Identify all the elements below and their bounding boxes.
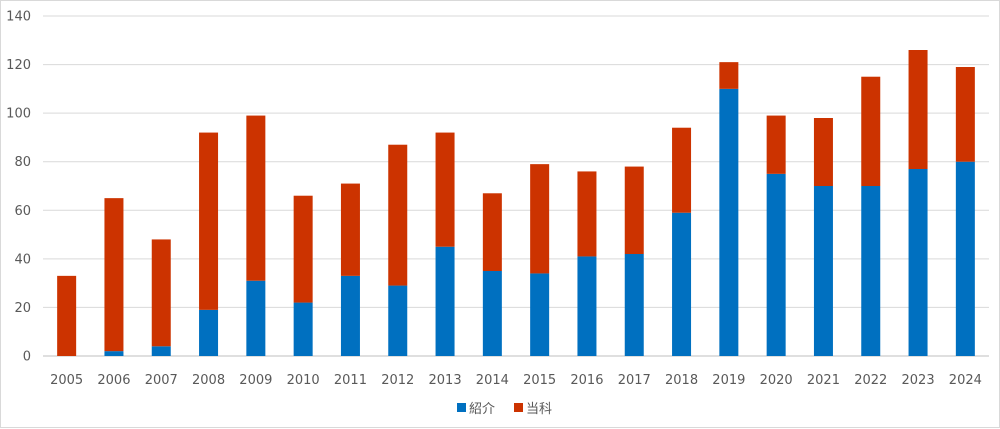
x-axis: 2005 2006 2007 2008 2009 2010 2011 2012 2013 2014…	[50, 373, 982, 388]
bar-own-2009	[246, 115, 266, 281]
x-tick-label: 2016	[570, 373, 603, 388]
bar-referral-2009	[246, 280, 266, 356]
y-axis: 0 20 40 60 80 100 120 140	[6, 10, 31, 365]
bar-referral-2019	[719, 88, 739, 356]
bar-referral-2012	[388, 285, 408, 356]
legend-label-referral: 紹介	[469, 402, 495, 417]
y-tick-label: 40	[14, 252, 31, 267]
x-tick-label: 2024	[949, 373, 982, 388]
bar-referral-2021	[813, 186, 833, 356]
bar-own-2024	[955, 67, 975, 162]
bar-own-2012	[388, 144, 408, 286]
bar-own-2015	[530, 164, 550, 274]
bar-own-2018	[672, 127, 692, 213]
bar-referral-2013	[435, 246, 455, 356]
bar-own-2010	[293, 195, 313, 303]
legend-swatch-own	[514, 403, 523, 412]
x-tick-label: 2010	[287, 373, 320, 388]
bar-own-2008	[199, 132, 219, 310]
y-tick-label: 140	[6, 10, 31, 25]
bar-own-2011	[340, 183, 360, 276]
bar-own-2016	[577, 171, 597, 257]
y-tick-label: 0	[23, 350, 31, 365]
legend-label-own: 当科	[526, 402, 552, 417]
bar-referral-2007	[151, 346, 171, 356]
bar-referral-2018	[672, 212, 692, 356]
gridlines	[43, 15, 989, 357]
bar-own-2021	[813, 118, 833, 186]
bar-own-2019	[719, 62, 739, 89]
x-tick-label: 2015	[523, 373, 556, 388]
bar-own-2005	[57, 275, 77, 356]
bar-referral-2010	[293, 302, 313, 356]
x-tick-label: 2014	[476, 373, 509, 388]
bar-own-2006	[104, 198, 124, 352]
bar-referral-2011	[340, 275, 360, 356]
bar-referral-2015	[530, 273, 550, 356]
x-tick-label: 2022	[854, 373, 887, 388]
x-tick-label: 2019	[712, 373, 745, 388]
bar-own-2017	[624, 166, 644, 254]
x-tick-label: 2013	[429, 373, 462, 388]
bar-own-2007	[151, 239, 171, 347]
x-tick-label: 2007	[145, 373, 178, 388]
y-tick-label: 20	[14, 301, 31, 316]
bar-referral-2022	[861, 186, 881, 356]
legend: 紹介 当科	[457, 402, 552, 417]
bar-own-2014	[482, 193, 502, 271]
x-tick-label: 2011	[334, 373, 367, 388]
bar-referral-2023	[908, 169, 928, 356]
x-tick-label: 2017	[618, 373, 651, 388]
bar-own-2022	[861, 76, 881, 186]
x-tick-label: 2020	[760, 373, 793, 388]
x-tick-label: 2009	[239, 373, 272, 388]
bar-referral-2006	[104, 351, 124, 356]
bar-own-2020	[766, 115, 786, 174]
x-tick-label: 2018	[665, 373, 698, 388]
x-tick-label: 2005	[50, 373, 83, 388]
bars	[57, 50, 975, 356]
bar-own-2023	[908, 50, 928, 169]
x-tick-label: 2012	[381, 373, 414, 388]
y-tick-label: 80	[14, 155, 31, 170]
bar-referral-2014	[482, 271, 502, 356]
bar-own-2013	[435, 132, 455, 247]
x-tick-label: 2021	[807, 373, 840, 388]
bar-referral-2017	[624, 254, 644, 356]
y-tick-label: 100	[6, 107, 31, 122]
x-tick-label: 2023	[902, 373, 935, 388]
bar-referral-2008	[199, 309, 219, 356]
bar-referral-2020	[766, 173, 786, 356]
legend-swatch-referral	[457, 403, 466, 412]
bar-referral-2016	[577, 256, 597, 356]
x-tick-label: 2008	[192, 373, 225, 388]
x-tick-label: 2006	[97, 373, 130, 388]
y-tick-label: 120	[6, 58, 31, 73]
bar-referral-2024	[955, 161, 975, 356]
y-tick-label: 60	[14, 204, 31, 219]
